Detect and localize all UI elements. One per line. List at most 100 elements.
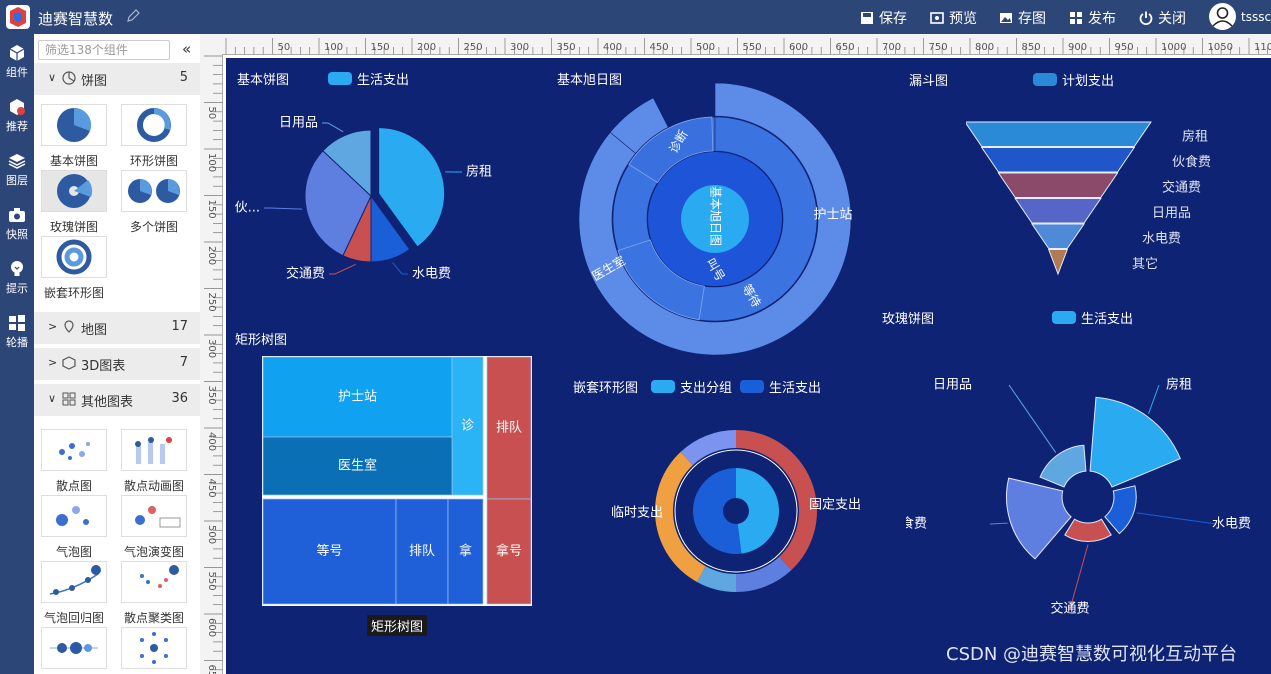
component-scatter[interactable]: 散点图 <box>40 429 108 494</box>
funnel-legend[interactable]: 计划支出 <box>1033 70 1114 89</box>
left-nav: 组件 推荐 图层 快照 提示 轮播 <box>0 34 34 674</box>
component-basic-pie[interactable]: 基本饼图 <box>40 104 108 169</box>
nested-outer-slice <box>655 451 706 582</box>
pie-slice-label: 水电费 <box>412 267 451 282</box>
nested-label: 临时支出 <box>611 506 663 521</box>
scatter-cluster-thumb-icon <box>121 561 187 603</box>
funnel-level-label: 交通费 <box>1162 179 1201 195</box>
nested-ring-legend-1[interactable]: 支出分组 <box>651 377 732 396</box>
component-search-input[interactable]: 筛选138个组件 <box>38 40 170 60</box>
save-label: 保存 <box>879 11 907 27</box>
treemap-footer-label: 矩形树图 <box>367 615 428 636</box>
funnel-level-label: 水电费 <box>1142 231 1181 246</box>
category-count: 36 <box>171 391 188 406</box>
ruler-label: 300 <box>510 42 529 53</box>
category-3d[interactable]: > 3D图表 7 <box>34 348 200 380</box>
nested-outer-slice <box>736 556 792 592</box>
ruler-label: 900 <box>1068 42 1087 53</box>
ruler-label: 450 <box>650 42 669 53</box>
component-rose-pie[interactable]: 玫瑰饼图 <box>40 170 108 235</box>
ruler-label: 650 <box>836 42 855 53</box>
component-label: 嵌套环形图 <box>43 286 104 300</box>
top-toolbar: 迪赛智慧数 保存 预览 存图 发布 关闭 tsssc <box>0 0 1271 34</box>
multi-pie-thumb-icon <box>121 170 187 212</box>
bubble-evolve-thumb-icon <box>121 495 187 537</box>
component-nested-ring[interactable]: 嵌套环形图 <box>40 236 108 301</box>
treemap-cell-label: 拿 <box>459 543 472 559</box>
component-ring-pie[interactable]: 环形饼图 <box>120 104 188 169</box>
nav-snapshot[interactable]: 快照 <box>0 198 34 250</box>
save-image-button[interactable]: 存图 <box>999 8 1046 28</box>
chevron-down-icon: ∨ <box>48 71 57 84</box>
collapse-panel-icon[interactable]: « <box>182 40 192 58</box>
funnel-level <box>1031 223 1085 249</box>
component-scatter-anim[interactable]: 散点动画图 <box>120 429 188 494</box>
nav-carousel[interactable]: 轮播 <box>0 306 34 358</box>
component-bubble-evolve[interactable]: 气泡演变图 <box>120 495 188 560</box>
component-bubble[interactable]: 气泡图 <box>40 495 108 560</box>
pie-slice-label: 交通费 <box>286 266 325 282</box>
component-extra-1[interactable] <box>40 627 108 672</box>
ruler-label: 250 <box>464 42 483 53</box>
rose-slice <box>1006 477 1072 560</box>
basic-pie-legend[interactable]: 生活支出 <box>328 69 409 88</box>
treemap-cell <box>486 498 532 605</box>
ruler-label: 350 <box>206 386 217 405</box>
category-other[interactable]: ∨ 其他图表 36 <box>34 384 200 416</box>
ruler-label: 500 <box>696 42 715 53</box>
user-name[interactable]: tsssc <box>1241 10 1271 24</box>
close-button[interactable]: 关闭 <box>1139 8 1186 28</box>
pie-leader-line <box>322 122 344 133</box>
nav-components[interactable]: 组件 <box>0 36 34 88</box>
scatter-anim-thumb-icon <box>121 429 187 471</box>
component-bubble-regression[interactable]: 气泡回归图 <box>40 561 108 626</box>
ruler-label: 250 <box>206 293 217 312</box>
pie-slice <box>378 127 446 248</box>
rose-leader-line <box>1008 384 1057 453</box>
category-map[interactable]: > 地图 17 <box>34 312 200 344</box>
treemap-cell <box>451 356 484 496</box>
publish-button[interactable]: 发布 <box>1069 8 1116 28</box>
treemap-chart[interactable]: 护士站诊 排队医生室等号 排队拿拿号 <box>262 356 532 638</box>
ruler-label: 700 <box>882 42 901 53</box>
category-label: 地图 <box>81 323 108 338</box>
vertical-ruler: 50 100 150 200 250 300 350 400 450 500 550 600 650 <box>200 54 223 674</box>
ruler-label: 650 <box>206 665 217 674</box>
category-pie[interactable]: ∨ 饼图 5 <box>34 63 200 95</box>
nav-tips[interactable]: 提示 <box>0 252 34 304</box>
rose-slice <box>1089 396 1181 488</box>
dashboard-canvas[interactable]: 基本饼图 生活支出 房租 水电费 交通费 伙... 日用品 基本旭日图 基本旭日图 叫号诊… <box>226 58 1271 674</box>
ruler-label: 600 <box>206 618 217 637</box>
rose-slice <box>1064 518 1112 542</box>
user-avatar-icon[interactable] <box>1209 3 1236 30</box>
preview-button[interactable]: 预览 <box>930 8 977 28</box>
layers-icon <box>8 154 26 169</box>
preview-label: 预览 <box>949 11 977 27</box>
cube-icon <box>9 45 25 61</box>
save-button[interactable]: 保存 <box>860 8 907 28</box>
sunburst-outer-label: 护士站 <box>813 208 852 223</box>
component-label: 气泡回归图 <box>43 611 104 625</box>
other-category-icon <box>62 392 76 406</box>
treemap-cell-label: 拿号 <box>496 543 522 559</box>
nested-ring-legend-2[interactable]: 生活支出 <box>740 377 821 396</box>
nested-divider <box>674 449 798 573</box>
pie-leader-line <box>264 207 303 210</box>
edit-title-icon[interactable] <box>126 9 140 23</box>
ruler-label: 850 <box>1022 42 1041 53</box>
nav-recommend[interactable]: 推荐 <box>0 90 34 142</box>
rose-pie-legend[interactable]: 生活支出 <box>1052 308 1133 327</box>
component-scatter-cluster[interactable]: 散点聚类图 <box>120 561 188 626</box>
rose-slice-label: 交通费 <box>1050 601 1089 617</box>
component-multi-pie[interactable]: 多个饼图 <box>120 170 188 235</box>
component-extra-2[interactable] <box>120 627 188 672</box>
legend-swatch <box>328 72 352 85</box>
legend-label: 生活支出 <box>1081 312 1134 327</box>
pie-slice-label: 房租 <box>466 164 492 180</box>
nav-layers[interactable]: 图层 <box>0 144 34 196</box>
